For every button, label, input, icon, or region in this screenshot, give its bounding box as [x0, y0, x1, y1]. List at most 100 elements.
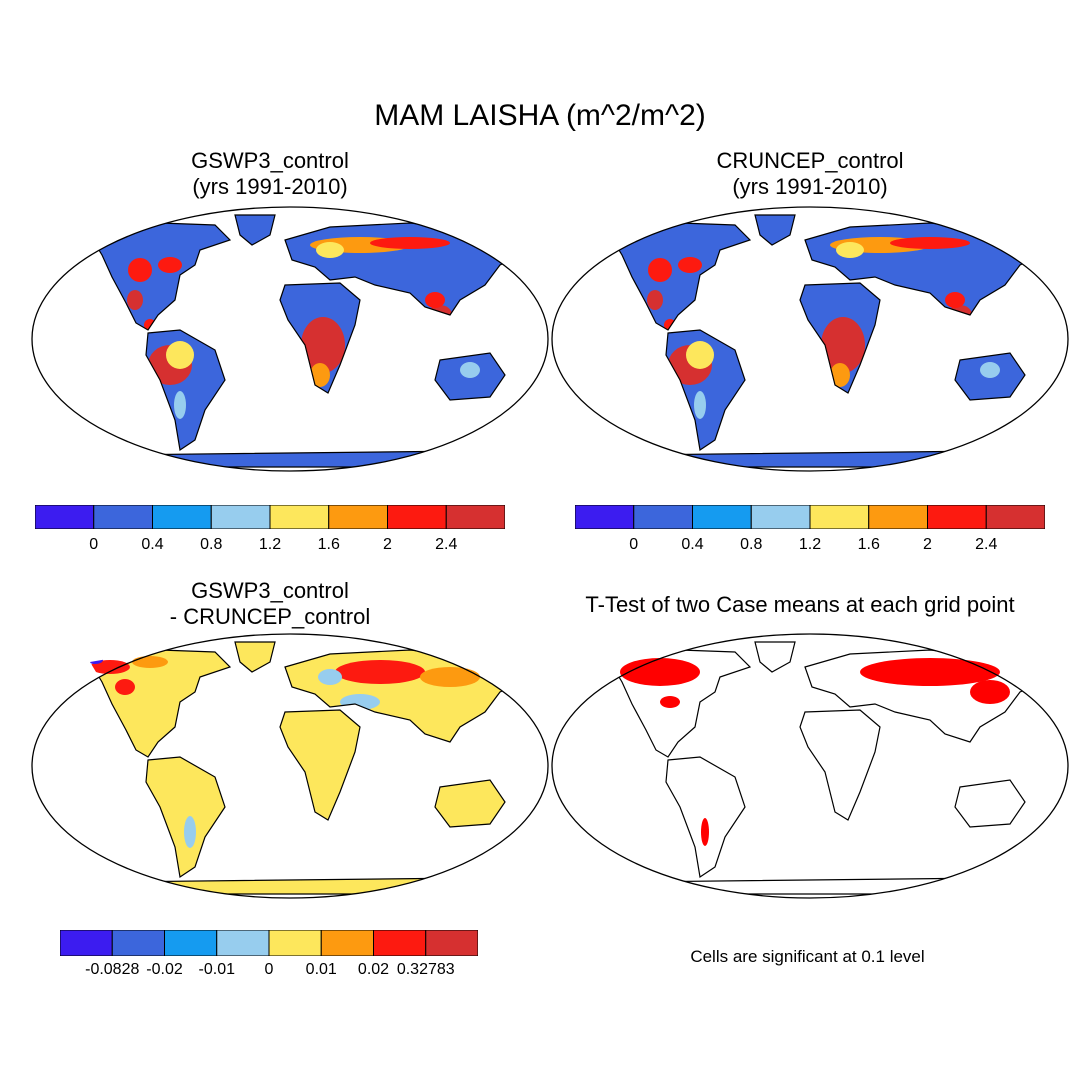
land-africa: [800, 710, 880, 820]
coastline-africa: [799, 282, 881, 394]
colorbar-swatch: [387, 505, 447, 529]
colorbar-tick-label: 0: [629, 536, 639, 553]
colorbar-swatch: [868, 505, 928, 529]
colorbar-swatch: [809, 505, 870, 529]
map-gswp3: [31, 206, 549, 472]
colorbar-swatch: [320, 930, 374, 956]
colorbar-swatch: [633, 505, 693, 529]
coastline-north-america: [609, 649, 752, 758]
panel-title-line2: - CRUNCEP_control: [169, 604, 371, 630]
colorbar-tick-label: 1.2: [798, 536, 822, 553]
colorbar-swatch: [111, 930, 165, 956]
coastline-africa: [279, 709, 361, 821]
map-ttest: [551, 633, 1069, 899]
colorbar-tick-label: 0.01: [305, 961, 337, 978]
colorbar-gswp3: [35, 505, 505, 529]
coastline-north-america: [609, 222, 752, 331]
colorbar-tick-label: 0.32783: [396, 961, 455, 978]
colorbar-diff: [60, 930, 478, 956]
panel-title-gswp3: GSWP3_control (yrs 1991-2010): [70, 148, 470, 201]
panel-title-line2: (yrs 1991-2010): [192, 174, 348, 200]
colorbar-tick-label: 0.02: [357, 961, 390, 978]
colorbar-tick-label: 1.6: [857, 536, 880, 553]
colorbar-tick-label: 2.4: [435, 536, 458, 553]
map-diff: [31, 633, 549, 899]
colorbar-tick-label: 2.4: [975, 536, 998, 553]
map-border: [551, 633, 1069, 899]
colorbar-tick-label: 1.6: [317, 536, 340, 553]
colorbar-tick-label: -0.01: [198, 961, 235, 978]
colorbar-cruncep: [575, 505, 1045, 529]
colorbar-tick-label: -0.0828: [85, 961, 140, 978]
coastline-south-america: [665, 329, 746, 452]
coastline-greenland: [754, 214, 796, 246]
panel-title-line1: CRUNCEP_control: [716, 148, 904, 173]
colorbar-cruncep-labels: 0 0.4 0.8 1.2 1.6 2 2.4: [575, 536, 1045, 558]
panel-title-cruncep: CRUNCEP_control (yrs 1991-2010): [610, 148, 1010, 201]
map-border: [31, 206, 549, 472]
colorbar-swatch: [575, 505, 635, 529]
coastline-south-america: [145, 756, 226, 879]
land-north-america: [90, 223, 230, 330]
colorbar-swatch: [152, 505, 212, 529]
land-greenland: [755, 642, 795, 672]
colorbar-gswp3-labels: 0 0.4 0.8 1.2 1.6 2 2.4: [35, 536, 505, 558]
land-africa: [280, 710, 360, 820]
coastline-south-america: [145, 329, 226, 452]
colorbar-swatch: [35, 505, 95, 529]
land-greenland: [235, 642, 275, 672]
panel-title-line1: GSWP3_control: [191, 148, 349, 173]
coastline-australia: [434, 779, 506, 828]
land-north-america: [610, 223, 750, 330]
land-greenland: [755, 215, 795, 245]
land-australia: [435, 780, 505, 827]
colorbar-tick-label: 0: [89, 536, 99, 553]
colorbar-tick-label: 0.4: [681, 536, 704, 553]
coastline-greenland: [754, 641, 796, 673]
figure-title: MAM LAISHA (m^2/m^2): [374, 99, 706, 132]
colorbar-swatch: [328, 505, 388, 529]
coastline-south-america: [665, 756, 746, 879]
land-north-america: [90, 650, 230, 757]
colorbar-tick-label: 1.2: [258, 536, 282, 553]
colorbar-swatch: [927, 505, 987, 529]
colorbar-tick-label: 2: [923, 536, 932, 553]
map-border: [551, 206, 1069, 472]
colorbar-swatch: [93, 505, 153, 529]
panel-title-ttest: T-Test of two Case means at each grid po…: [585, 592, 1015, 617]
coastline-australia: [434, 352, 506, 401]
map-cruncep: [551, 206, 1069, 472]
coastline-australia: [954, 352, 1026, 401]
panel-title-diff: GSWP3_control - CRUNCEP_control: [70, 578, 470, 631]
panel-title-line1: GSWP3_control: [191, 578, 349, 603]
colorbar-tick-label: 2: [383, 536, 392, 553]
colorbar-swatch: [373, 930, 427, 956]
coastline-greenland: [234, 214, 276, 246]
coastline-north-america: [89, 649, 232, 758]
colorbar-swatch: [445, 505, 505, 529]
coastline-africa: [279, 282, 361, 394]
colorbar-swatch: [60, 930, 113, 956]
colorbar-swatch: [750, 505, 811, 529]
colorbar-swatch: [425, 930, 478, 956]
coastline-greenland: [234, 641, 276, 673]
coastline-africa: [799, 709, 881, 821]
panel-title-line2: (yrs 1991-2010): [732, 174, 888, 200]
land-south-america: [146, 757, 225, 877]
colorbar-swatch: [164, 930, 218, 956]
colorbar-swatch: [216, 930, 270, 956]
colorbar-tick-label: 0.4: [141, 536, 164, 553]
coastline-north-america: [89, 222, 232, 331]
coastline-australia: [954, 779, 1026, 828]
colorbar-swatch: [268, 930, 322, 956]
colorbar-diff-labels: -0.0828 -0.02 -0.01 0 0.01 0.02 0.32783: [60, 961, 478, 983]
colorbar-tick-label: 0.8: [740, 536, 763, 553]
colorbar-swatch: [985, 505, 1045, 529]
colorbar-tick-label: -0.02: [146, 961, 183, 978]
colorbar-tick-label: 0.8: [200, 536, 223, 553]
land-greenland: [235, 215, 275, 245]
colorbar-swatch: [692, 505, 752, 529]
land-australia: [955, 780, 1025, 827]
land-south-america: [666, 757, 745, 877]
colorbar-tick-label: 0: [264, 961, 274, 978]
